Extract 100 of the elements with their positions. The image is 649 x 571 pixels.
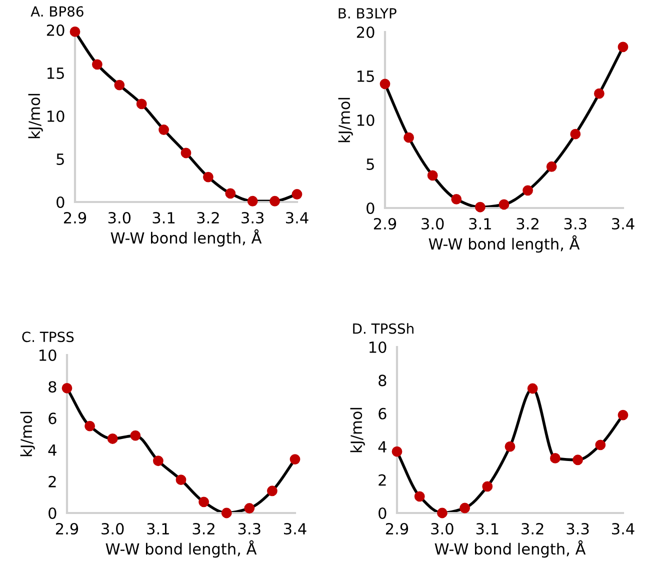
y-tick-label: 10	[40, 349, 56, 362]
chart-title: B. B3LYP	[338, 8, 396, 19]
y-axis-title: kJ/mol	[350, 408, 365, 452]
point	[570, 128, 581, 140]
point	[618, 42, 628, 52]
point	[136, 98, 147, 110]
point	[290, 454, 300, 464]
point	[414, 491, 425, 502]
y-tick-label: 2	[48, 476, 56, 488]
point	[404, 132, 414, 143]
x-tick-label: 3.0	[108, 212, 131, 224]
y-tick-label: 6	[48, 412, 56, 424]
point	[474, 202, 486, 212]
point	[270, 196, 280, 206]
x-tick-label: 3.3	[566, 522, 589, 535]
x-tick-label: 3.1	[476, 522, 498, 535]
point	[550, 453, 560, 464]
chart-title: A. BP86	[30, 6, 84, 17]
point	[244, 503, 255, 514]
x-tick-label: 3.2	[522, 522, 544, 535]
x-tick-label: 3.2	[192, 522, 214, 535]
point	[158, 124, 170, 135]
y-tick-label: 8	[48, 381, 56, 393]
point	[527, 383, 538, 394]
x-axis-title: W-W bond length, Å	[110, 229, 262, 247]
y-tick-label: 10	[370, 341, 386, 354]
y-tick-label: 20	[46, 24, 64, 36]
point	[130, 430, 141, 441]
y-axis-title: kJ/mol	[20, 412, 35, 456]
chart-title: D. TPSSh	[353, 323, 414, 334]
x-tick-label: 3.1	[152, 212, 175, 224]
point	[504, 441, 516, 452]
point	[92, 59, 102, 70]
x-tick-label: 2.9	[56, 522, 78, 535]
point	[618, 410, 628, 420]
x-axis-title: W-W bond length, Å	[106, 540, 257, 558]
point	[451, 194, 462, 204]
chart-title: C. TPSS	[22, 332, 74, 342]
point	[152, 456, 164, 466]
point	[107, 434, 118, 444]
x-tick-label: 3.4	[284, 522, 306, 535]
x-tick-label: 3.2	[516, 218, 538, 230]
y-tick-label: 0	[56, 196, 64, 208]
y-axis-title: kJ/mol	[28, 94, 43, 138]
y-axis-title: kJ/mol	[338, 98, 353, 142]
point	[198, 496, 210, 508]
x-tick-label: 3.4	[612, 522, 634, 535]
point	[427, 170, 438, 181]
point	[460, 502, 470, 514]
point	[225, 188, 236, 199]
point	[176, 474, 186, 486]
point	[522, 185, 534, 196]
x-tick-label: 3.2	[197, 212, 219, 224]
point	[482, 481, 493, 492]
point	[247, 196, 258, 206]
point	[594, 88, 604, 99]
y-tick-label: 15	[48, 68, 64, 80]
point	[546, 161, 557, 172]
y-tick-label: 8	[378, 374, 386, 386]
point	[572, 454, 584, 466]
point	[595, 440, 606, 450]
y-tick-label: 5	[366, 158, 374, 170]
x-tick-label: 2.9	[374, 218, 396, 230]
x-tick-label: 3.0	[422, 218, 444, 230]
x-tick-label: 3.1	[147, 522, 169, 535]
x-tick-label: 3.4	[286, 212, 308, 224]
point	[392, 446, 402, 457]
y-tick-label: 2	[378, 474, 386, 486]
x-tick-label: 3.0	[431, 522, 454, 535]
x-tick-label: 3.4	[612, 218, 634, 230]
x-tick-label: 3.3	[564, 218, 586, 230]
point	[70, 26, 80, 37]
point	[292, 189, 302, 200]
y-tick-label: 5	[56, 154, 64, 166]
point	[380, 78, 390, 90]
point	[221, 508, 232, 518]
point	[202, 172, 214, 182]
x-axis-title: W-W bond length, Å	[434, 540, 586, 558]
y-tick-label: 20	[356, 26, 374, 38]
point	[436, 508, 448, 518]
point	[114, 80, 125, 90]
point	[84, 420, 96, 432]
x-tick-label: 3.3	[242, 212, 264, 224]
y-tick-label: 4	[378, 441, 386, 452]
y-tick-label: 0	[48, 507, 56, 520]
y-tick-label: 10	[358, 114, 374, 126]
point	[498, 199, 510, 210]
y-tick-label: 4	[48, 444, 56, 456]
x-axis-title: W-W bond length, Å	[428, 235, 580, 253]
point	[62, 382, 72, 394]
x-tick-label: 3.3	[238, 522, 260, 535]
x-tick-label: 2.9	[386, 522, 408, 535]
y-tick-label: 15	[358, 70, 374, 82]
point	[180, 148, 192, 158]
point	[266, 486, 278, 496]
y-tick-label: 10	[48, 110, 64, 122]
x-tick-label: 3.0	[102, 522, 124, 535]
y-tick-label: 6	[378, 408, 386, 420]
y-tick-label: 0	[378, 507, 386, 520]
x-tick-label: 2.9	[64, 212, 86, 224]
